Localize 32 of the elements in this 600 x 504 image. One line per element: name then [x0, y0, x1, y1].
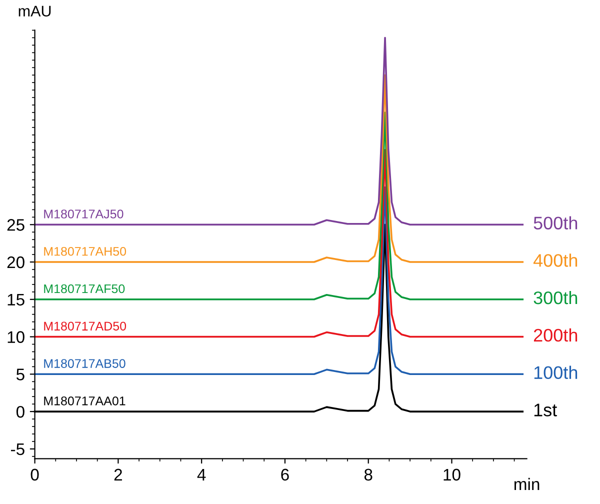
- y-tick-label: 0: [16, 406, 24, 418]
- annotation: M180717AD50: [44, 322, 126, 331]
- annotation: M180717AB50: [44, 359, 126, 368]
- annotation: M180717AH50: [44, 246, 126, 256]
- series-label: 1st: [534, 404, 558, 416]
- x-tick-label: 10: [444, 468, 460, 481]
- x-axis-title: min: [514, 478, 540, 490]
- annotation: M180717AJ50: [44, 210, 124, 218]
- y-tick-label: -5: [11, 443, 24, 456]
- y-tick-label: 5: [16, 368, 24, 380]
- x-tick-label: 2: [114, 468, 122, 480]
- annotation: M180717AF50: [44, 284, 125, 294]
- y-tick-label: 10: [8, 331, 24, 343]
- line-series: [34, 112, 524, 300]
- y-tick-label: 25: [7, 219, 24, 231]
- x-tick-label: 0: [30, 468, 39, 481]
- line-series: [34, 186, 524, 376]
- y-tick-label: 15: [8, 294, 24, 306]
- series-label: 300th: [534, 290, 578, 304]
- line-series: [34, 36, 524, 226]
- annotation: M180717AA01: [44, 396, 126, 406]
- series-label: 400th: [533, 254, 578, 267]
- line-series: [34, 148, 524, 338]
- y-axis-title: mAU: [18, 6, 51, 17]
- y-tick-label: 20: [7, 256, 24, 268]
- x-tick-label: 6: [281, 468, 289, 481]
- x-tick-label: 4: [197, 468, 206, 480]
- line-series: [34, 74, 524, 263]
- series-label: 500th: [534, 216, 578, 230]
- series-label: 200th: [534, 328, 578, 342]
- series-label: 100th: [534, 366, 578, 380]
- x-tick-label: 8: [364, 468, 372, 481]
